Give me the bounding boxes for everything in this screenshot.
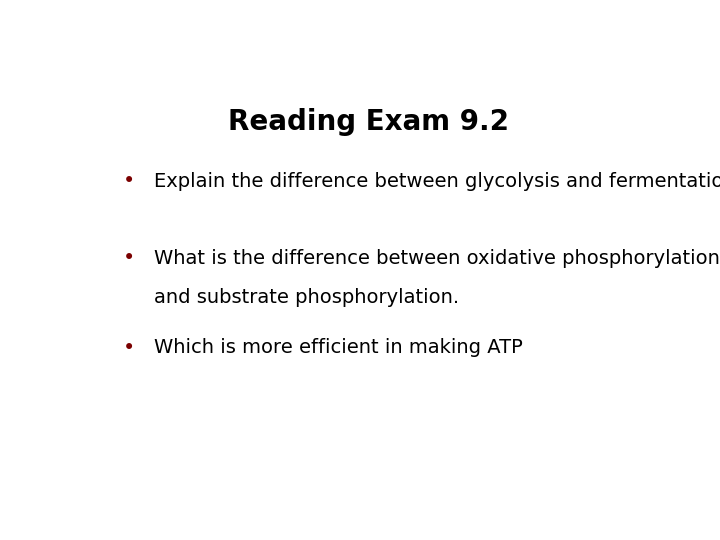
Text: •: • xyxy=(123,338,135,357)
Text: Reading Exam 9.2: Reading Exam 9.2 xyxy=(228,109,510,137)
Text: Explain the difference between glycolysis and fermentations: Explain the difference between glycolysi… xyxy=(154,172,720,191)
Text: What is the difference between oxidative phosphorylation: What is the difference between oxidative… xyxy=(154,248,720,268)
Text: •: • xyxy=(123,248,135,268)
Text: •: • xyxy=(123,171,135,191)
Text: and substrate phosphorylation.: and substrate phosphorylation. xyxy=(154,288,459,307)
Text: Which is more efficient in making ATP: Which is more efficient in making ATP xyxy=(154,338,523,357)
